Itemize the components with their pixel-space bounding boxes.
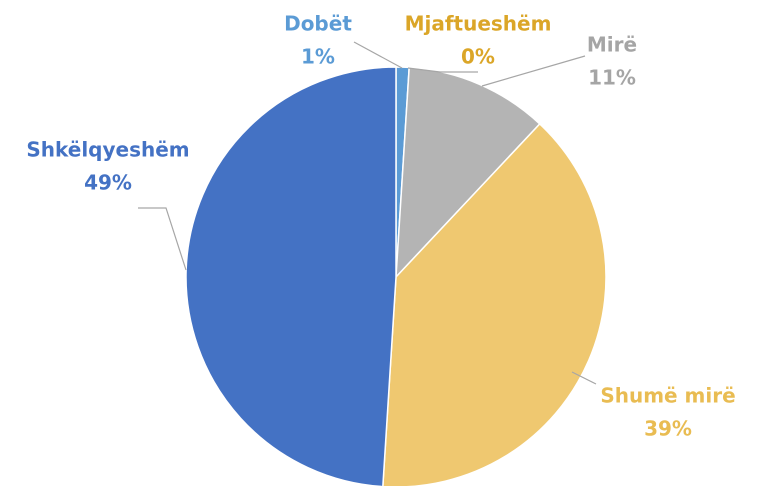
pie-slice	[395, 66, 541, 280]
leader-line	[138, 207, 187, 271]
slice-label: Shkëlqyeshëm	[26, 138, 189, 162]
leader-line	[353, 41, 403, 69]
pie	[185, 66, 607, 486]
leader-lines	[138, 41, 597, 385]
leader-line	[571, 371, 597, 385]
leader-line	[407, 67, 478, 73]
leader-line	[481, 55, 586, 87]
slice-value-label: 49%	[84, 171, 132, 195]
pie-slice	[185, 66, 397, 486]
slice-value-label: 11%	[588, 66, 636, 90]
slice-value-label: 1%	[301, 45, 335, 69]
slice-label: Mirë	[587, 33, 637, 57]
slice-label: Shumë mirë	[600, 384, 735, 408]
slice-label: Mjaftueshëm	[405, 12, 552, 36]
slice-value-label: 39%	[644, 417, 692, 441]
pie-slice	[382, 122, 607, 486]
slice-value-label: 0%	[461, 45, 495, 69]
slice-label: Dobët	[284, 12, 352, 36]
